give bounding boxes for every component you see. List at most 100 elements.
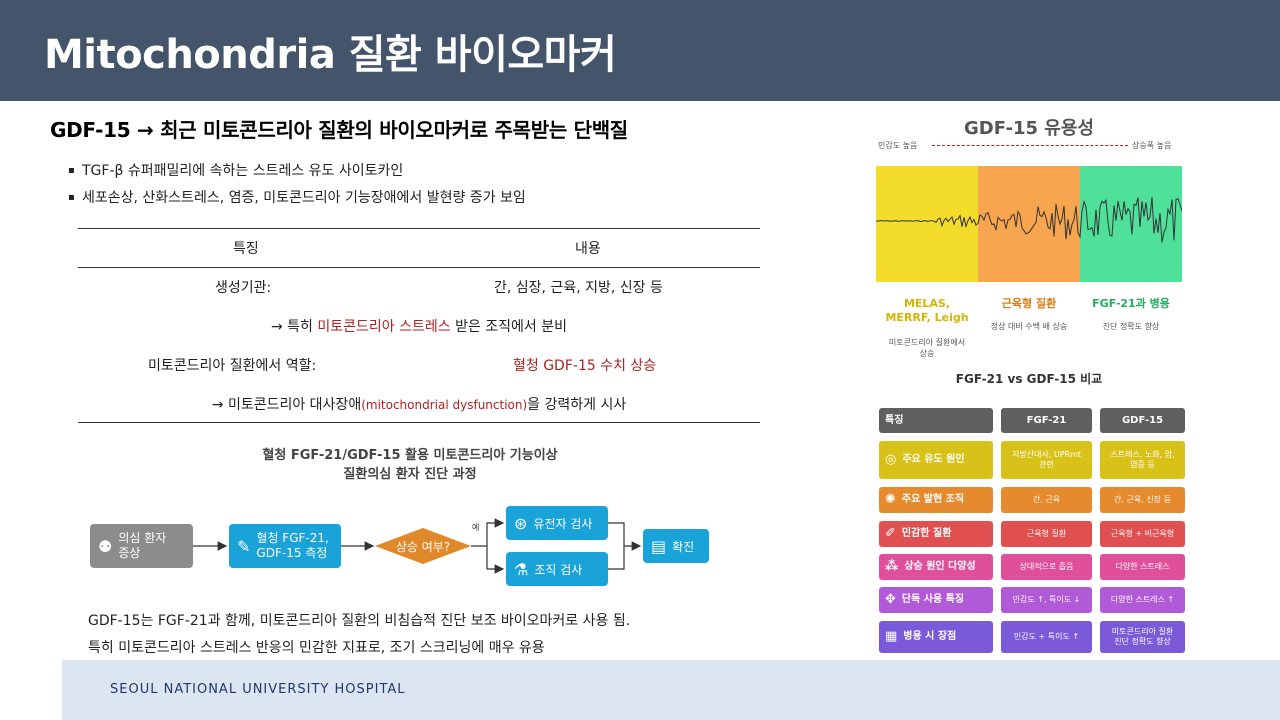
row-note-post: 을 강력하게 시사 <box>527 397 627 413</box>
comparison-row-label: ⁂ 상승 원인 다양성 <box>879 554 993 580</box>
zone-yellow <box>876 166 978 282</box>
zone-sub-muscle: 정상 대비 수백 배 상승 <box>990 322 1068 331</box>
table-header-rule <box>78 267 760 268</box>
bullet-item: TGF-β 슈퍼패밀리에 속하는 스트레스 유도 사이토카인 <box>68 160 526 187</box>
table-top-rule <box>78 228 760 229</box>
row-feature-icon: ⁂ <box>885 559 899 574</box>
zone-label-mito: MELAS, MERRF, Leigh <box>885 297 969 324</box>
flow-step-measure: ✎ 혈청 FGF-21, GDF-15 측정 <box>229 524 341 568</box>
row-feature-label: 상승 원인 다양성 <box>904 561 976 572</box>
row-note-highlight: 미토콘드리아 스트레스 <box>317 319 451 335</box>
row-feature-icon: ◎ <box>885 452 897 467</box>
comparison-row-label: ▦ 병용 시 장점 <box>879 621 993 653</box>
summary-note: GDF-15는 FGF-21과 함께, 미토콘드리아 질환의 비침습적 진단 보… <box>88 613 631 629</box>
comparison-cell-fgf21: 근육형 질환 <box>1001 521 1092 547</box>
flow-step-label: 조직 검사 <box>534 562 583 577</box>
row-feature-label: 주요 유도 원인 <box>902 454 965 465</box>
syringe-icon: ✎ <box>237 536 251 556</box>
footer-bar: SEOUL NATIONAL UNIVERSITY HOSPITAL <box>62 660 1280 720</box>
row-value: 혈청 GDF-15 수치 상승 <box>513 358 657 374</box>
flowchart-connectors <box>193 518 642 574</box>
comparison-row-label: ✺ 주요 발현 조직 <box>879 487 993 513</box>
row-feature-label: 단독 사용 특징 <box>901 594 965 605</box>
comparison-cell-fgf21: 민감도 + 특이도 ↑ <box>1001 621 1092 653</box>
flow-step-tissue-test: ⚗ 조직 검사 <box>506 552 608 586</box>
flow-step-symptoms: ⚉ 의심 환자 증상 <box>90 524 193 568</box>
comparison-header-gdf15: GDF-15 <box>1100 408 1185 433</box>
page-title: Mitochondria 질환 바이오마커 <box>44 32 617 78</box>
axis-right-label: 상승폭 높음 <box>1132 141 1172 150</box>
comparison-row-label: ✥ 단독 사용 특징 <box>879 587 993 613</box>
flowchart-title: 혈청 FGF-21/GDF-15 활용 미토콘드리아 기능이상 질환의심 환자 … <box>160 446 660 484</box>
flow-arrow <box>471 518 505 547</box>
comparison-cell-fgf21: 간, 근육 <box>1001 487 1092 513</box>
row-value: 간, 심장, 근육, 지방, 신장 등 <box>494 280 663 296</box>
flow-arrow <box>608 546 625 570</box>
comparison-cell-fgf21: 상대적으로 좁음 <box>1001 554 1092 580</box>
comparison-header-fgf21: FGF-21 <box>1001 408 1092 433</box>
flow-step-label: 혈청 FGF-21, GDF-15 측정 <box>256 531 329 560</box>
comparison-cell-gdf15: 다양한 스트레스 <box>1100 554 1185 580</box>
comparison-title: FGF-21 vs GDF-15 비교 <box>955 372 1103 386</box>
zone-sub-fgf: 진단 정확도 향상 <box>1102 322 1160 331</box>
row-feature-label: 주요 발현 조직 <box>901 494 965 505</box>
axis-left-label: 민감도 높음 <box>878 141 918 150</box>
flow-arrow <box>608 522 642 551</box>
microscope-icon: ⚗ <box>514 559 529 579</box>
flow-step-diagnosis: ▤ 확진 <box>643 529 709 563</box>
flow-decision-diamond <box>375 528 471 564</box>
comparison-header-feature: 특징 <box>879 408 993 433</box>
row-key: 미토콘드리아 질환에서 역할: <box>148 358 317 374</box>
flowchart-title-line: 질환의심 환자 진단 과정 <box>343 467 477 482</box>
row-note-highlight: (mitochondrial dysfunction) <box>361 398 528 412</box>
flow-step-label: 확진 <box>672 539 695 554</box>
magnifier-dna-icon: ⊛ <box>514 513 528 533</box>
row-feature-icon: ✺ <box>885 492 896 507</box>
flow-step-genetic-test: ⊛ 유전자 검사 <box>506 506 608 540</box>
comparison-cell-gdf15: 스트레스, 노화, 암, 염증 등 <box>1100 441 1185 479</box>
table-row: → 특히 미토콘드리아 스트레스 받은 조직에서 분비 <box>78 316 760 336</box>
section-subtitle: GDF-15 → 최근 미토콘드리아 질환의 바이오마커로 주목받는 단백질 <box>50 118 628 142</box>
comparison-cell-gdf15: 미토콘드리아 질환 진단 정확도 향상 <box>1100 621 1185 653</box>
row-feature-icon: ▦ <box>885 629 898 644</box>
bullet-list: TGF-β 슈퍼패밀리에 속하는 스트레스 유도 사이토카인 세포손상, 산화스… <box>68 160 526 214</box>
row-note-pre: → 특히 <box>270 319 318 335</box>
signal-wave-line <box>876 197 1182 243</box>
signal-zones-chart <box>876 166 1182 282</box>
flow-yes-label: 예 <box>472 523 480 532</box>
axis-dashed-line <box>932 145 1128 146</box>
row-note-post: 받은 조직에서 분비 <box>450 319 568 335</box>
comparison-cell-gdf15: 근육형 + 비근육형 <box>1100 521 1185 547</box>
zone-sub-mito: 미토콘드리아 질환에서 상승 <box>888 338 966 358</box>
bullet-item: 세포손상, 산화스트레스, 염증, 미토콘드리아 기능장애에서 발현량 증가 보… <box>68 187 526 214</box>
flow-decision-label: 상승 여부? <box>395 540 451 554</box>
summary-note: 특히 미토콘드리아 스트레스 반응의 민감한 지표로, 조기 스크리닝에 매우 … <box>88 640 545 656</box>
footer-institution: SEOUL NATIONAL UNIVERSITY HOSPITAL <box>110 682 406 697</box>
comparison-cell-fgf21: 지방산대사, UPRmt 관련 <box>1001 441 1092 479</box>
title-bar: Mitochondria 질환 바이오마커 <box>0 0 1280 101</box>
zone-orange <box>978 166 1080 282</box>
comparison-cell-gdf15: 간, 근육, 신장 등 <box>1100 487 1185 513</box>
table-bottom-rule <box>78 422 760 423</box>
document-check-icon: ▤ <box>651 536 667 556</box>
row-note-pre: → 미토콘드리아 대사장애 <box>211 397 362 413</box>
zone-label-muscle: 근육형 질환 <box>1001 297 1057 310</box>
flow-arrow <box>486 546 505 574</box>
row-feature-label: 민감한 질환 <box>901 528 952 539</box>
comparison-cell-fgf21: 민감도 ↑, 특이도 ↓ <box>1001 587 1092 613</box>
infographic-title: GDF-15 유용성 <box>964 118 1094 139</box>
comparison-row-label: ◎ 주요 유도 원인 <box>879 441 993 479</box>
flow-step-label: 의심 환자 증상 <box>118 531 167 560</box>
comparison-cell-gdf15: 다양한 스트레스 ↑ <box>1100 587 1185 613</box>
flowchart-title-line: 혈청 FGF-21/GDF-15 활용 미토콘드리아 기능이상 <box>262 448 558 463</box>
table-row: → 미토콘드리아 대사장애(mitochondrial dysfunction)… <box>78 394 760 414</box>
row-feature-icon: ✐ <box>885 526 896 541</box>
table-header-feature: 특징 <box>233 241 259 257</box>
zone-label-fgf: FGF-21과 병용 <box>1092 297 1170 310</box>
patient-question-icon: ⚉ <box>98 536 113 556</box>
table-header-content: 내용 <box>575 241 601 257</box>
flow-step-label: 유전자 검사 <box>533 516 593 531</box>
row-feature-label: 병용 시 장점 <box>903 631 957 642</box>
row-feature-icon: ✥ <box>885 592 896 607</box>
row-key: 생성기관: <box>215 280 272 296</box>
